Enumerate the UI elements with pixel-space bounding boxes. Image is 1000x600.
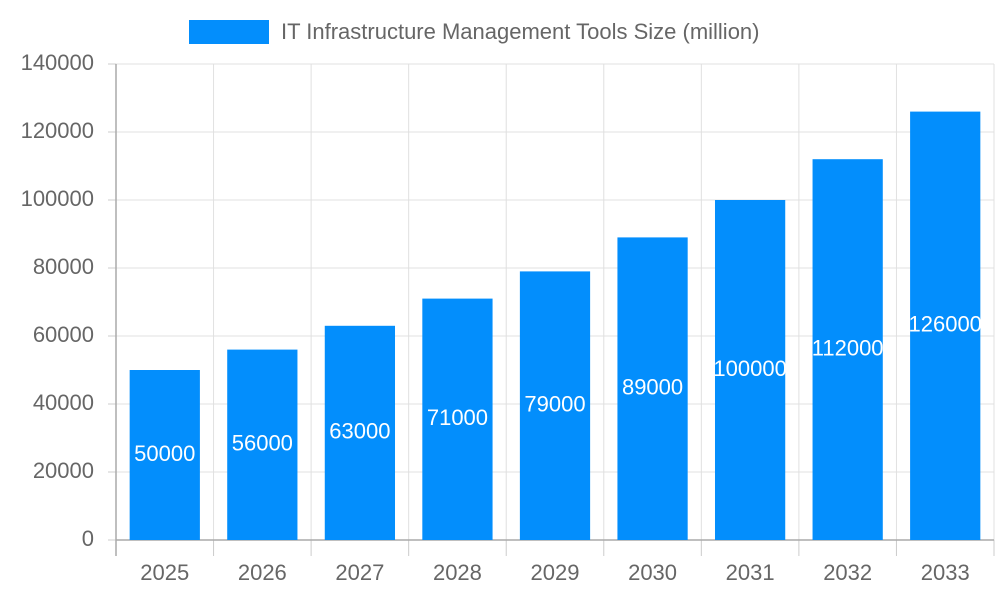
legend-label: IT Infrastructure Management Tools Size … [281,19,760,44]
x-tick-label: 2032 [823,560,872,585]
bar [324,325,396,540]
data-label: 79000 [524,392,585,417]
x-tick-label: 2031 [726,560,775,585]
data-label: 63000 [329,419,390,444]
data-label: 56000 [232,431,293,456]
x-tick-label: 2025 [140,560,189,585]
bar [227,349,298,540]
x-tick-label: 2033 [921,560,970,585]
y-tick-label: 0 [82,526,94,551]
y-tick-label: 120000 [21,118,94,143]
bar [422,298,493,540]
data-label: 71000 [427,405,488,430]
bar [519,271,591,540]
y-tick-label: 100000 [21,186,94,211]
y-tick-label: 40000 [33,390,94,415]
x-tick-label: 2026 [238,560,287,585]
bar [910,111,981,540]
x-tick-label: 2028 [433,560,482,585]
data-label: 89000 [622,375,683,400]
x-tick-label: 2027 [335,560,384,585]
data-label: 126000 [909,312,982,337]
bar [617,237,688,540]
data-label: 100000 [713,356,786,381]
data-label: 112000 [812,335,884,360]
y-tick-label: 20000 [33,458,94,483]
y-tick-label: 140000 [21,50,94,75]
bar [714,200,786,540]
x-tick-label: 2030 [628,560,677,585]
x-tick-label: 2029 [531,560,580,585]
legend-swatch [189,20,269,44]
y-tick-label: 80000 [33,254,94,279]
data-label: 50000 [134,441,195,466]
bar [129,370,200,540]
bar [812,159,883,540]
y-tick-label: 60000 [33,322,94,347]
